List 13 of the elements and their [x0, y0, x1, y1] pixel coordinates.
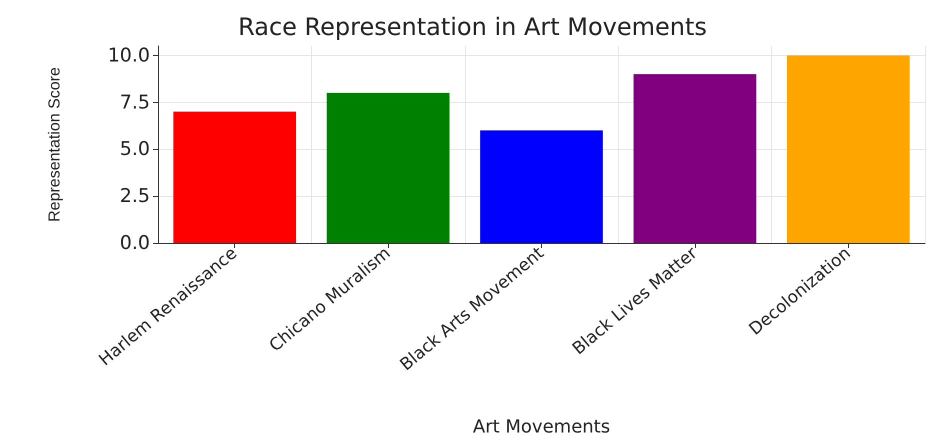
y-tick-label: 5.0	[120, 138, 150, 160]
bar	[634, 74, 756, 243]
y-tick-label: 7.5	[120, 91, 150, 114]
y-tick-label: 0.0	[120, 232, 150, 254]
y-tick-label: 10.0	[108, 44, 150, 66]
bar	[480, 130, 603, 243]
y-tick-label: 2.5	[120, 185, 150, 208]
bar	[326, 92, 450, 243]
y-axis-title: Representation Score	[46, 67, 64, 222]
bar	[786, 55, 910, 243]
chart-title: Race Representation in Art Movements	[238, 13, 707, 41]
x-axis-title: Art Movements	[472, 416, 610, 438]
bar	[173, 112, 296, 243]
